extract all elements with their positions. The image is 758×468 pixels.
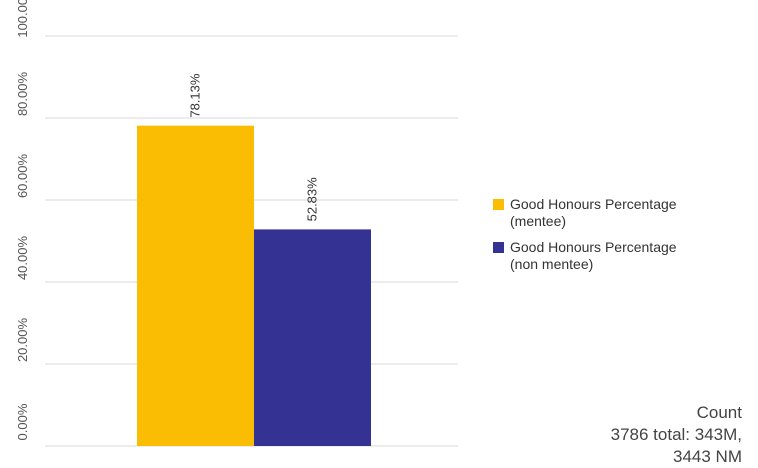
count-annotation-line-3: 3443 NM (673, 447, 742, 466)
y-tick-label: 80.00% (15, 72, 30, 117)
count-annotation: Count 3786 total: 343M, 3443 NM (502, 402, 742, 468)
bars (137, 125, 371, 447)
bar-mentee (137, 125, 254, 447)
y-tick-label: 0.00% (15, 403, 30, 440)
y-tick-labels: 0.00% 20.00% 40.00% 60.00% 80.00% 100.00% (15, 0, 30, 440)
bar-non-mentee (254, 229, 371, 446)
legend-item-mentee: Good Honours Percentage (mentee) (493, 196, 755, 230)
legend-label-non-mentee: Good Honours Percentage (non mentee) (510, 239, 677, 272)
count-annotation-line-1: Count (696, 403, 742, 422)
data-label-mentee: 78.13% (188, 73, 203, 118)
legend-item-non-mentee: Good Honours Percentage (non mentee) (493, 239, 755, 273)
y-tick-label: 60.00% (15, 154, 30, 199)
legend: Good Honours Percentage (mentee) Good Ho… (493, 196, 755, 282)
y-tick-label: 100.00% (15, 0, 30, 38)
data-label-non-mentee: 52.83% (305, 177, 320, 222)
y-tick-label: 20.00% (15, 318, 30, 363)
legend-label-mentee: Good Honours Percentage (mentee) (510, 196, 677, 229)
y-tick-label: 40.00% (15, 236, 30, 281)
legend-swatch-non-mentee (493, 242, 504, 253)
data-labels: 78.13% 52.83% (188, 73, 320, 221)
legend-swatch-mentee (493, 199, 504, 210)
count-annotation-line-2: 3786 total: 343M, (610, 425, 742, 444)
